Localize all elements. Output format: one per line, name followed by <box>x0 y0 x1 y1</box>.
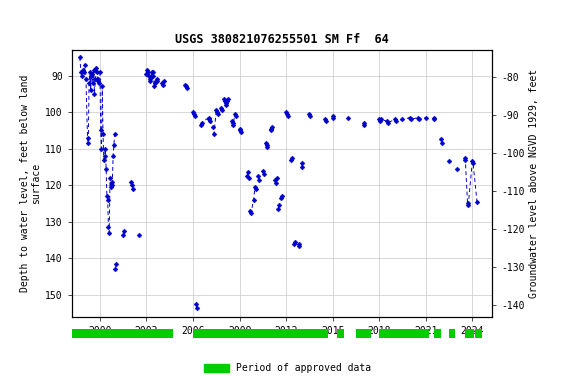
Y-axis label: Depth to water level, feet below land
surface: Depth to water level, feet below land su… <box>20 74 41 292</box>
Legend: Period of approved data: Period of approved data <box>200 359 376 377</box>
Title: USGS 380821076255501 SM Ff  64: USGS 380821076255501 SM Ff 64 <box>175 33 389 46</box>
Y-axis label: Groundwater level above NGVD 1929, feet: Groundwater level above NGVD 1929, feet <box>529 69 539 298</box>
